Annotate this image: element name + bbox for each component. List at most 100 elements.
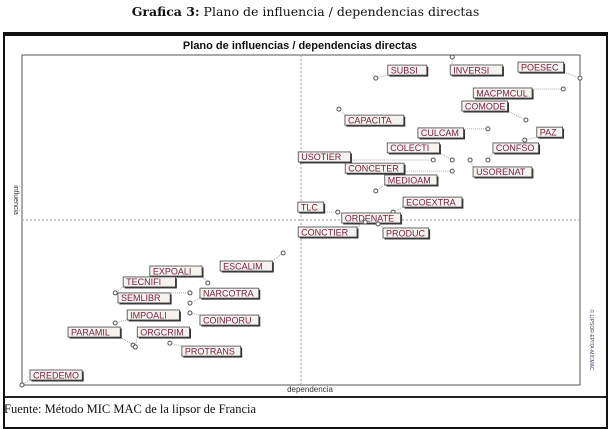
leader-line	[356, 221, 366, 228]
data-point-marker	[187, 310, 193, 316]
point-label: COLECTI	[390, 143, 429, 153]
label-box	[181, 345, 242, 357]
point-subsi: SUBSI	[373, 64, 429, 81]
point-label: COINPORU	[203, 315, 252, 325]
leader-line	[338, 108, 346, 116]
data-point-marker	[449, 168, 455, 174]
caption-text: Plano de influencia / dependencias direc…	[199, 4, 480, 19]
data-point-marker	[467, 157, 473, 163]
point-label: CULCAM	[421, 128, 459, 138]
label-box	[297, 201, 325, 213]
data-point-marker	[522, 137, 528, 143]
point-medioam: MEDIOAM	[373, 174, 439, 194]
source-note: Fuente: Método MIC MAC de la lipsor de F…	[4, 402, 257, 416]
point-label: PRODUC	[386, 228, 426, 238]
point-label: NARCOTRA	[203, 288, 254, 298]
point-paz: PAZ	[522, 126, 565, 143]
point-protrans: PROTRANS	[167, 340, 243, 358]
point-comode: COMODE	[461, 100, 529, 123]
point-label: CREDEMO	[33, 370, 79, 380]
data-point-marker	[132, 344, 138, 350]
leader-line	[134, 336, 138, 348]
label-box	[136, 326, 190, 338]
label-box	[472, 166, 533, 178]
data-point-marker	[19, 382, 25, 388]
data-point-marker	[335, 209, 341, 215]
point-conctier: CONCTIER	[297, 219, 368, 239]
label-box	[402, 196, 463, 208]
data-point-marker	[373, 188, 379, 194]
point-label: PROTRANS	[185, 346, 235, 356]
point-label: ECOEXTRA	[406, 197, 456, 207]
point-culcam: CULCAM	[417, 126, 491, 140]
point-capacita: CAPACITA	[336, 106, 406, 127]
label-box	[382, 227, 430, 239]
point-tecnifi: TECNIFI	[112, 276, 177, 296]
data-point-marker	[205, 280, 211, 286]
point-label: USORENAT	[476, 167, 526, 177]
label-box	[126, 309, 180, 321]
leader-line	[114, 286, 124, 294]
label-box	[449, 64, 503, 76]
data-point-marker	[167, 340, 173, 346]
chart-title: Plano de influencias / dependencias dire…	[183, 40, 417, 52]
point-confso: CONFSO	[485, 142, 541, 163]
label-box	[417, 127, 464, 139]
point-label: POESEC	[521, 62, 559, 72]
point-label: CONCTIER	[301, 227, 349, 237]
label-box	[344, 114, 405, 126]
point-label: SUBSI	[391, 65, 418, 75]
caption-prefix: Grafica 3:	[131, 4, 200, 19]
label-box	[536, 126, 563, 138]
label-box	[117, 292, 171, 304]
point-orgcrim: ORGCRIM	[132, 326, 191, 350]
label-box	[199, 287, 260, 299]
point-inversi: INVERSI	[449, 54, 504, 77]
point-coinporu: COINPORU	[187, 310, 261, 327]
label-box	[219, 260, 273, 272]
point-colecti: COLECTI	[386, 142, 455, 163]
point-label: IMPOALI	[130, 310, 167, 320]
point-semlibr: SEMLIBR	[117, 290, 193, 305]
point-ecoextra: ECOEXTRA	[390, 196, 464, 215]
label-box	[122, 276, 176, 288]
leader-line	[487, 152, 494, 161]
leader-line	[507, 110, 527, 121]
leader-line	[189, 312, 201, 316]
point-poesec: POESEC	[517, 61, 583, 81]
data-point-marker	[280, 250, 286, 256]
point-label: ORGCRIM	[140, 327, 184, 337]
point-label: COMODE	[465, 101, 506, 111]
label-box	[384, 174, 438, 186]
leader-line	[563, 71, 581, 79]
y-axis-label: influencia	[12, 185, 19, 215]
label-box	[386, 142, 440, 154]
point-label: PARAMIL	[71, 327, 110, 337]
x-axis-label: dependencia	[287, 385, 333, 394]
point-expoali: EXPOALI	[149, 265, 211, 286]
point-tlc: TLC	[297, 201, 341, 215]
divider	[5, 396, 606, 398]
point-credemo: CREDEMO	[19, 369, 84, 388]
point-label: CAPACITA	[348, 115, 392, 125]
figure-caption: Grafica 3: Plano de influencia / depende…	[0, 4, 611, 19]
point-label: CONFSO	[496, 143, 535, 153]
point-label: ESCALIM	[223, 261, 263, 271]
point-paramil: PARAMIL	[67, 326, 136, 348]
data-point-marker	[187, 300, 193, 306]
chart-frame	[3, 32, 608, 429]
data-point-marker	[430, 157, 436, 163]
label-box	[149, 265, 203, 277]
point-label: CONCETER	[348, 163, 399, 173]
label-box	[517, 61, 564, 73]
label-box	[29, 369, 83, 381]
point-produc: PRODUC	[375, 221, 431, 240]
point-macpmcul: MACPMCUL	[472, 86, 566, 100]
data-point-marker	[485, 126, 491, 132]
label-box	[344, 162, 405, 174]
data-point-marker	[485, 157, 491, 163]
point-narcotra: NARCOTRA	[187, 287, 261, 306]
point-label: MEDIOAM	[388, 175, 431, 185]
data-point-marker	[187, 290, 193, 296]
